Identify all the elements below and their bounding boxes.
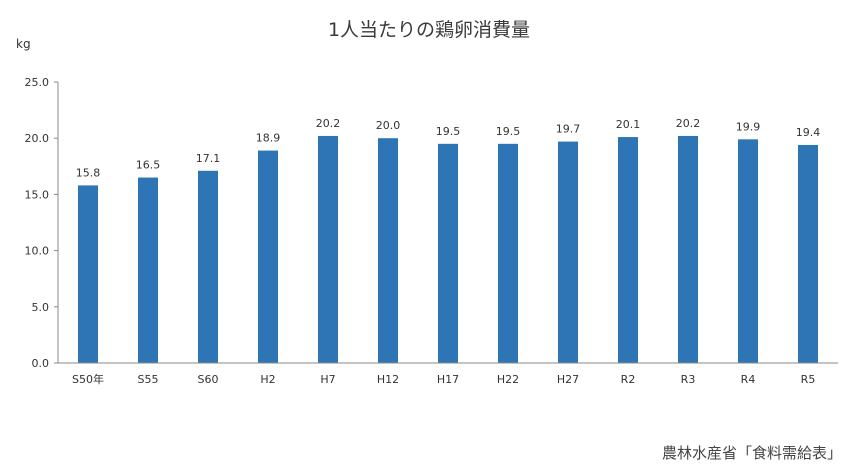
bar-value-label: 17.1 xyxy=(196,152,221,165)
y-tick-label: 20.0 xyxy=(25,132,50,145)
bar xyxy=(798,144,818,363)
y-tick-label: 0.0 xyxy=(32,357,50,370)
value-labels: 15.8 16.5 17.1 18.9 20.2 20.0 19.5 19.5 19.7 20.1… xyxy=(76,117,821,179)
source-note: 農林水産省「食料需給表」 xyxy=(662,444,842,462)
x-category-label: S50年 xyxy=(72,372,104,386)
bar xyxy=(558,141,578,363)
bar xyxy=(678,135,698,363)
bar-value-label: 19.4 xyxy=(796,126,821,139)
bar-value-label: 19.5 xyxy=(436,125,461,138)
x-axis-category-labels: S50年 S55 S60 H2 H7 H12 H17 H22 H27 R2 R3 R4 R5 xyxy=(72,372,815,386)
x-category-label: H7 xyxy=(320,373,335,386)
bar xyxy=(438,143,458,363)
bar-value-label: 19.5 xyxy=(496,125,521,138)
x-category-label: R5 xyxy=(801,373,816,386)
x-category-label: S55 xyxy=(138,373,159,386)
bar xyxy=(498,143,518,363)
bar xyxy=(378,138,398,363)
bar-value-label: 19.9 xyxy=(736,120,761,133)
y-tick-label: 15.0 xyxy=(25,188,50,201)
bar xyxy=(318,135,338,363)
bar-value-label: 18.9 xyxy=(256,132,281,145)
bar-value-label: 20.1 xyxy=(616,118,641,131)
bar-value-label: 19.7 xyxy=(556,123,581,136)
x-category-label: H2 xyxy=(260,373,275,386)
bar xyxy=(198,170,218,363)
x-category-label: R4 xyxy=(741,373,756,386)
bar-value-label: 20.2 xyxy=(316,117,341,130)
y-tick-label: 5.0 xyxy=(32,301,50,314)
x-category-label: H27 xyxy=(557,373,579,386)
y-tick-label: 10.0 xyxy=(25,245,50,258)
x-category-label: S60 xyxy=(198,373,219,386)
bar-value-label: 20.2 xyxy=(676,117,701,130)
chart-title: 1人当たりの鶏卵消費量 xyxy=(328,19,530,41)
y-axis-ticks: 0.0 5.0 10.0 15.0 20.0 25.0 xyxy=(25,76,58,370)
bars xyxy=(78,135,818,363)
x-category-label: H12 xyxy=(377,373,399,386)
bar xyxy=(618,137,638,363)
x-category-label: R3 xyxy=(681,373,696,386)
bar-value-label: 20.0 xyxy=(376,119,401,132)
bar xyxy=(78,185,98,363)
x-category-label: H17 xyxy=(437,373,459,386)
bar xyxy=(258,150,278,363)
bar xyxy=(138,177,158,363)
y-tick-label: 25.0 xyxy=(25,76,50,89)
bar-value-label: 15.8 xyxy=(76,166,101,179)
x-category-label: H22 xyxy=(497,373,519,386)
y-axis-unit-label: kg xyxy=(16,37,31,51)
x-category-label: R2 xyxy=(621,373,636,386)
bar xyxy=(738,139,758,363)
bar-value-label: 16.5 xyxy=(136,159,161,172)
